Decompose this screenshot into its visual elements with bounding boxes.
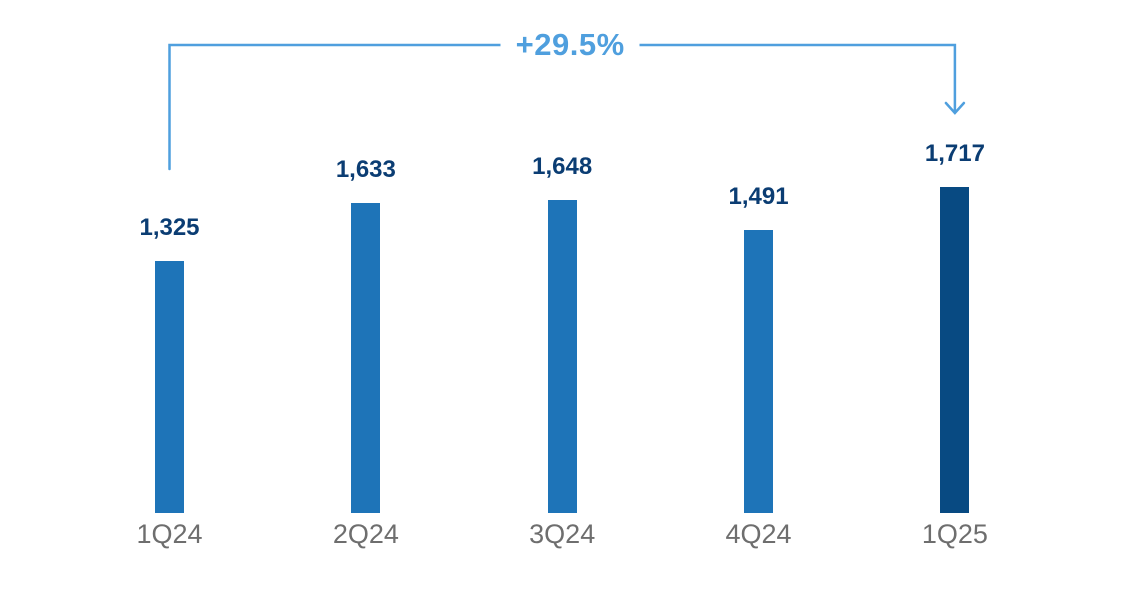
value-label-2q24: 1,633: [335, 156, 396, 183]
axis-label-3q24: 3Q24: [529, 519, 596, 549]
value-label-4q24: 1,491: [728, 183, 789, 210]
value-label-1q24: 1,325: [139, 214, 200, 241]
bar-3q24: [547, 200, 577, 513]
axis-label-1q24: 1Q24: [136, 519, 203, 549]
bar-4q24: [744, 230, 774, 513]
axis-label-1q25: 1Q25: [921, 519, 988, 549]
axis-label-2q24: 2Q24: [332, 519, 399, 549]
value-label-1q25: 1,717: [924, 140, 985, 167]
axis-label-4q24: 4Q24: [725, 519, 792, 549]
bar-1q25: [940, 187, 970, 513]
value-label-3q24: 1,648: [532, 153, 593, 180]
bar-1q24: [155, 261, 184, 513]
growth-annotation-label: +29.5%: [500, 27, 640, 63]
bar-2q24: [351, 203, 381, 513]
